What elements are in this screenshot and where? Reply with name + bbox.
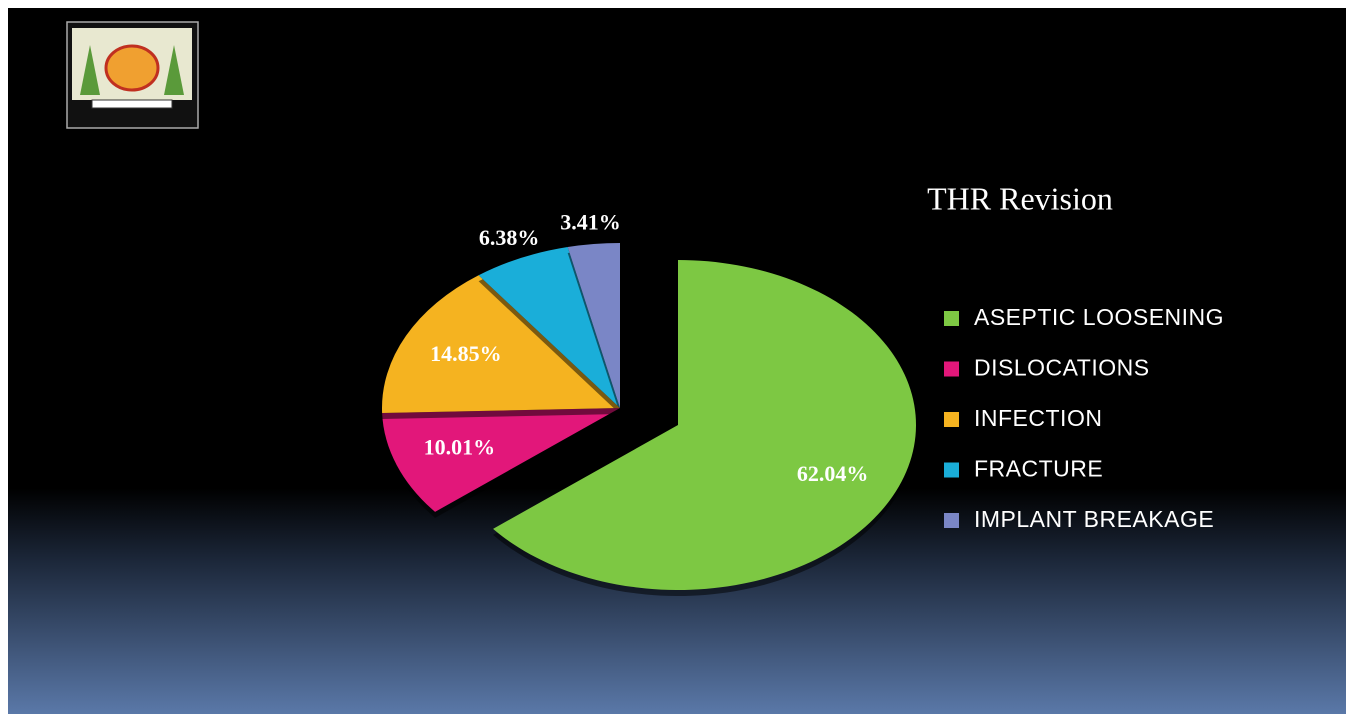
slice xyxy=(382,275,620,414)
legend-label: INFECTION xyxy=(974,405,1102,431)
legend-label: FRACTURE xyxy=(974,456,1103,482)
legend-swatch xyxy=(944,412,959,427)
legend-swatch xyxy=(944,462,959,478)
legend-swatch xyxy=(944,311,959,326)
value-label: 6.38% xyxy=(479,225,540,250)
value-label: 62.04% xyxy=(797,461,869,486)
legend-label: IMPLANT BREAKAGE xyxy=(974,506,1214,532)
legend-label: ASEPTIC LOOSENING xyxy=(974,304,1224,330)
slice xyxy=(493,260,917,590)
value-label: 3.41% xyxy=(560,209,621,234)
chart-title: THR Revision xyxy=(927,180,1113,216)
legend-swatch xyxy=(944,513,959,528)
slice xyxy=(478,247,620,408)
slice xyxy=(567,243,620,408)
legend-label: DISLOCATIONS xyxy=(974,355,1150,381)
background xyxy=(8,8,1346,714)
legend: ASEPTIC LOOSENING DISLOCATIONS INFECTION FR… xyxy=(944,304,1224,532)
slice xyxy=(382,408,620,512)
pie: 62.04% 10.01% 14.85% 6.38% 3.41% xyxy=(382,209,917,596)
value-label: 10.01% xyxy=(424,434,496,459)
value-label: 14.85% xyxy=(430,341,502,366)
logo xyxy=(66,21,199,129)
legend-swatch xyxy=(944,361,959,377)
